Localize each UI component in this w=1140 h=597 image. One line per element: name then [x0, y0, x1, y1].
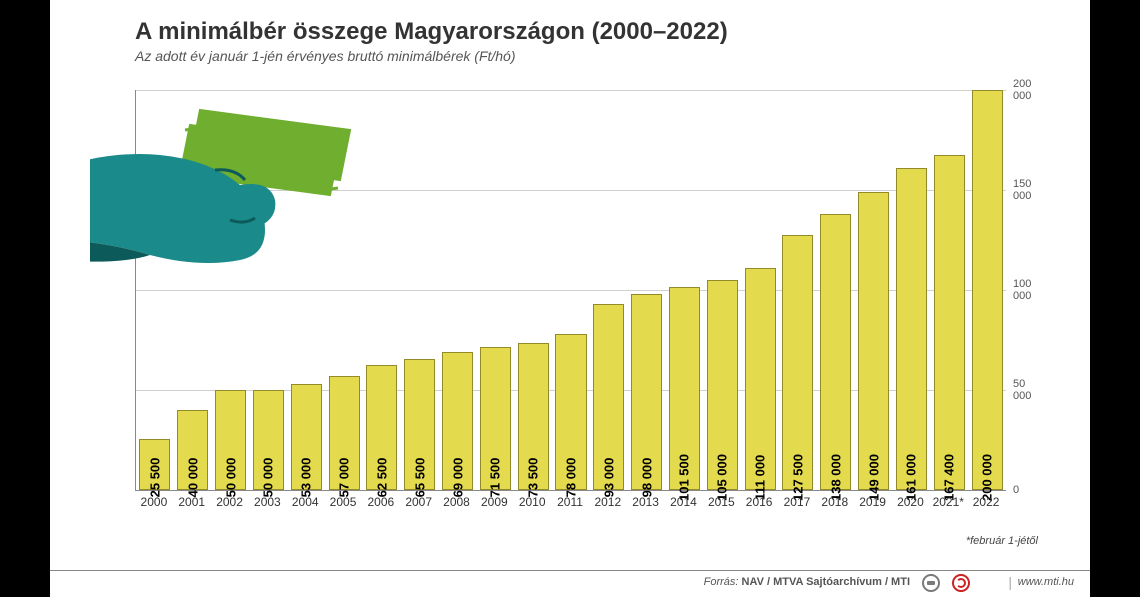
footer-url: www.mti.hu [1018, 576, 1074, 588]
bar: 71 500 [480, 347, 511, 490]
bar: 138 000 [820, 214, 851, 490]
x-tick-label: 2008 [443, 495, 470, 509]
x-tick-label: 2017 [784, 495, 811, 509]
x-tick-label: 2005 [330, 495, 357, 509]
bar: 69 000 [442, 352, 473, 490]
x-tick-label: 2007 [405, 495, 432, 509]
chart: 25 50040 00050 00050 00053 00057 00062 5… [135, 90, 1045, 520]
x-tick-label: 2015 [708, 495, 735, 509]
x-tick-label: 2019 [859, 495, 886, 509]
bar: 167 400 [934, 155, 965, 490]
y-tick-label: 0 [1013, 484, 1019, 496]
bar-value-label: 71 500 [488, 458, 503, 498]
x-tick-label: 2000 [141, 495, 168, 509]
mti-logo-icon [952, 574, 970, 592]
header: A minimálbér összege Magyarországon (200… [135, 18, 728, 64]
bar-value-label: 50 000 [261, 458, 276, 498]
bar: 105 000 [707, 280, 738, 490]
bar-value-label: 78 000 [563, 458, 578, 498]
y-tick-label: 100 000 [1013, 278, 1045, 302]
bar-value-label: 161 000 [904, 454, 919, 501]
mtva-logo-icon [922, 574, 940, 592]
x-tick-label: 2012 [594, 495, 621, 509]
bar: 25 500 [139, 439, 170, 490]
x-tick-label: 2021* [933, 495, 964, 509]
bar: 65 500 [404, 359, 435, 490]
x-tick-label: 2014 [670, 495, 697, 509]
y-tick-label: 50 000 [1013, 378, 1045, 402]
bar-value-label: 101 500 [677, 454, 692, 501]
bar-value-label: 57 000 [337, 458, 352, 498]
bar: 53 000 [291, 384, 322, 490]
y-tick-label: 150 000 [1013, 178, 1045, 202]
bar-value-label: 62 500 [374, 458, 389, 498]
bar: 111 000 [745, 268, 776, 490]
bar: 78 000 [555, 334, 586, 490]
chart-subtitle: Az adott év január 1-jén érvényes bruttó… [135, 48, 728, 64]
bar: 50 000 [215, 390, 246, 490]
bar: 73 500 [518, 343, 549, 490]
x-tick-label: 2004 [292, 495, 319, 509]
source-prefix: Forrás: [704, 576, 739, 588]
footer: Forrás: NAV / MTVA Sajtóarchívum / MTI |… [50, 570, 1090, 597]
x-tick-label: 2016 [746, 495, 773, 509]
separator: | [1008, 574, 1012, 590]
x-tick-label: 2010 [519, 495, 546, 509]
x-tick-label: 2018 [821, 495, 848, 509]
plot-area: 25 50040 00050 00050 00053 00057 00062 5… [135, 90, 1006, 491]
bar-value-label: 73 500 [526, 458, 541, 498]
x-tick-label: 2022 [973, 495, 1000, 509]
x-tick-label: 2013 [632, 495, 659, 509]
x-tick-label: 2020 [897, 495, 924, 509]
bar: 127 500 [782, 235, 813, 490]
x-tick-label: 2001 [178, 495, 205, 509]
footnote: *február 1-jétől [966, 535, 1038, 547]
bar: 200 000 [972, 90, 1003, 490]
bar-value-label: 149 000 [866, 454, 881, 501]
bar-value-label: 105 000 [715, 454, 730, 501]
bar-value-label: 65 500 [412, 458, 427, 498]
bar: 149 000 [858, 192, 889, 490]
bar: 98 000 [631, 294, 662, 490]
bar: 57 000 [329, 376, 360, 490]
bar: 101 500 [669, 287, 700, 490]
bar-value-label: 40 000 [185, 458, 200, 498]
bar: 62 500 [366, 365, 397, 490]
x-tick-label: 2009 [481, 495, 508, 509]
bar-value-label: 25 500 [147, 458, 162, 498]
bar-value-label: 111 000 [753, 455, 768, 501]
bar: 161 000 [896, 168, 927, 490]
bar-value-label: 53 000 [299, 458, 314, 498]
bar-value-label: 200 000 [980, 454, 995, 501]
bars-container: 25 50040 00050 00050 00053 00057 00062 5… [136, 90, 1006, 490]
chart-title: A minimálbér összege Magyarországon (200… [135, 18, 728, 46]
source-text: Forrás: NAV / MTVA Sajtóarchívum / MTI [704, 576, 910, 588]
x-tick-label: 2011 [557, 495, 583, 509]
bar-value-label: 98 000 [639, 458, 654, 498]
source-value: NAV / MTVA Sajtóarchívum / MTI [742, 576, 910, 588]
bar: 50 000 [253, 390, 284, 490]
x-tick-label: 2003 [254, 495, 281, 509]
page: A minimálbér összege Magyarországon (200… [50, 0, 1090, 597]
bar-value-label: 138 000 [828, 454, 843, 501]
bar: 40 000 [177, 410, 208, 490]
x-tick-label: 2006 [368, 495, 395, 509]
bar-value-label: 69 000 [450, 458, 465, 498]
bar-value-label: 50 000 [223, 458, 238, 498]
bar-value-label: 167 400 [942, 454, 957, 501]
x-tick-label: 2002 [216, 495, 243, 509]
bar-value-label: 93 000 [601, 458, 616, 498]
y-tick-label: 200 000 [1013, 78, 1045, 102]
bar-value-label: 127 500 [790, 454, 805, 501]
bar: 93 000 [593, 304, 624, 490]
